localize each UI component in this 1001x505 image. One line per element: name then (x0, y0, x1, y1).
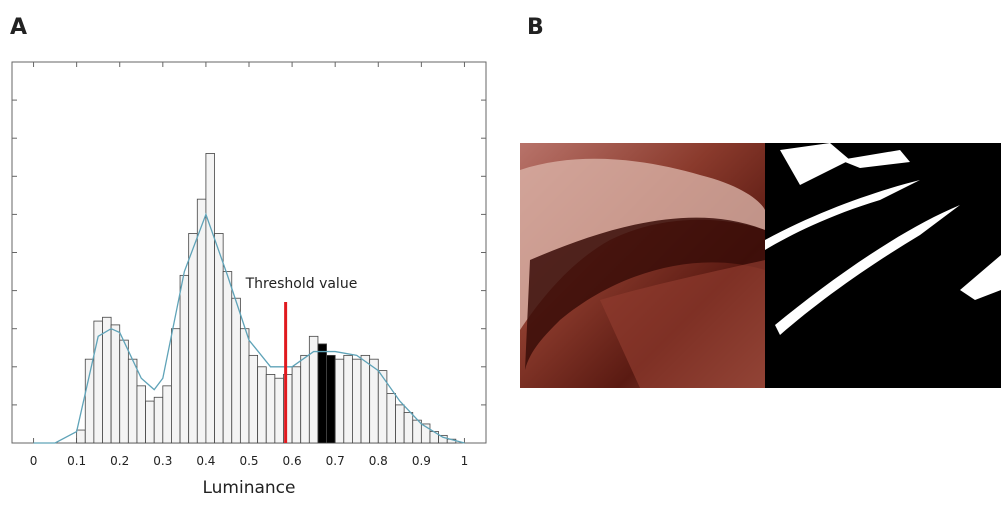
annotation: Threshold value (245, 276, 358, 292)
bar (395, 404, 405, 444)
paint-stroke (520, 158, 765, 330)
paint-stroke (525, 217, 765, 370)
bar (334, 358, 345, 444)
bar (239, 328, 250, 444)
density-curve (33, 212, 465, 444)
bar (214, 233, 224, 444)
bar (162, 385, 172, 444)
bar (257, 366, 267, 444)
bar (386, 393, 396, 444)
bar (205, 153, 215, 444)
bar (171, 328, 181, 444)
bar (76, 429, 86, 444)
x-tick-label: 0.1 (67, 454, 86, 468)
x-tick-label: 0.3 (153, 454, 172, 468)
mask (765, 143, 1001, 388)
mask-region (765, 143, 1001, 335)
bar (231, 297, 241, 444)
x-tick-label: 0.2 (110, 454, 129, 468)
x-tick-label: 0.6 (283, 454, 302, 468)
bar (222, 271, 233, 444)
bar (412, 419, 422, 444)
bar (188, 233, 198, 444)
bar (136, 385, 146, 444)
bar (317, 343, 327, 444)
bar (127, 358, 138, 444)
bar (291, 366, 302, 444)
bar (153, 396, 164, 444)
bar (274, 377, 284, 444)
bar (110, 324, 121, 444)
bar (119, 339, 129, 444)
bar (179, 274, 190, 444)
bar (360, 354, 371, 444)
bar (300, 354, 310, 444)
bar (352, 358, 362, 444)
x-tick-label: 0.8 (369, 454, 388, 468)
paint-stroke (600, 260, 765, 388)
x-tick-label: 0.4 (196, 454, 215, 468)
x-tick-label: 0.7 (326, 454, 345, 468)
bar (326, 354, 336, 444)
x-tick-label: 1 (461, 454, 469, 468)
bar (403, 412, 414, 444)
bar (343, 354, 353, 444)
bar (369, 358, 379, 444)
bar (265, 374, 276, 444)
x-tick-label: 0 (30, 454, 38, 468)
x-tick-label: 0.5 (239, 454, 258, 468)
bar (196, 198, 207, 444)
panel-label: B (527, 15, 544, 40)
bar (145, 400, 155, 444)
bar (102, 316, 112, 444)
bar (93, 320, 103, 444)
x-tick-label: 0.9 (412, 454, 431, 468)
x-axis-label: Luminance (202, 478, 295, 498)
panel-label: A (10, 15, 27, 40)
panel-b-image (520, 143, 1001, 388)
bar (248, 354, 259, 444)
